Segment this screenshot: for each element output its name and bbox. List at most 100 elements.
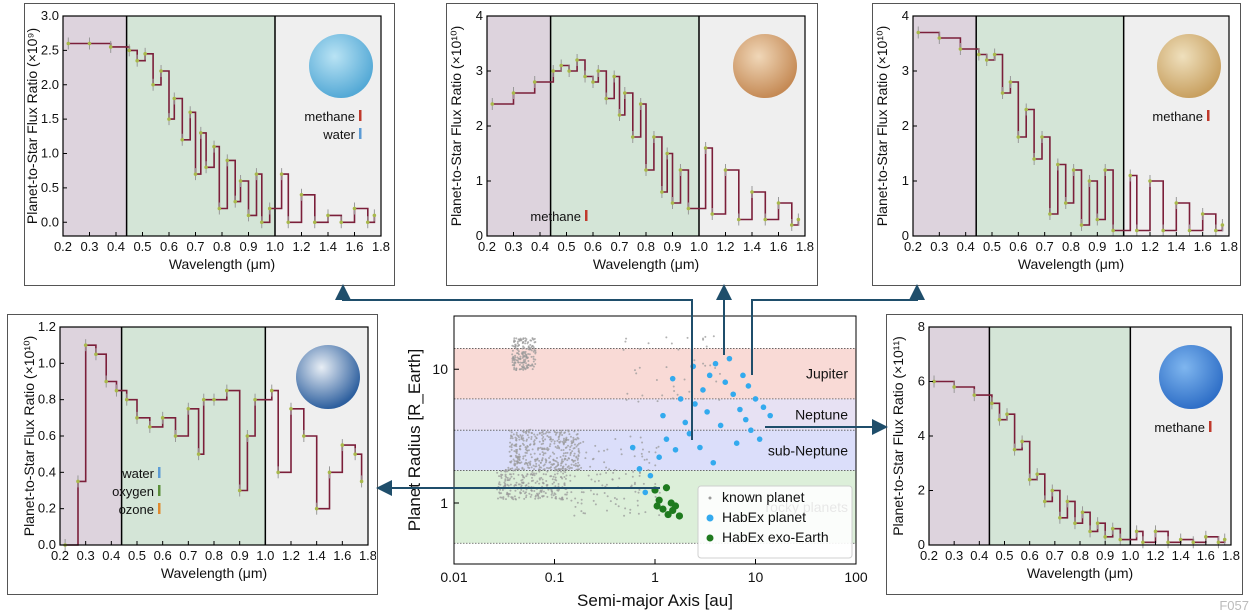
known-planet-point (553, 440, 556, 443)
known-planet-point (507, 495, 510, 498)
x-tick-label: 1.8 (796, 239, 814, 254)
known-planet-point (637, 512, 640, 515)
known-planet-point (519, 355, 522, 358)
known-planet-point (534, 460, 537, 463)
y-tick-label: 0.6 (38, 428, 56, 443)
x-tick-label: 1.0 (690, 239, 708, 254)
known-planet-point (517, 352, 520, 355)
y-tick-label: 2 (902, 118, 909, 133)
spectrum-line (492, 59, 800, 226)
known-planet-point (532, 486, 535, 489)
known-planet-point (520, 461, 523, 464)
band-label: Jupiter (806, 366, 848, 382)
known-planet-point (526, 473, 529, 476)
known-planet-point (521, 467, 524, 470)
known-planet-point (564, 452, 567, 455)
known-planet-point (525, 496, 528, 499)
habex-planet-point (722, 379, 729, 385)
known-planet-point (499, 483, 502, 486)
known-planet-point (563, 476, 566, 479)
known-planet-point (603, 492, 606, 495)
known-planet-point (645, 458, 648, 461)
x-tick-label: 1.4 (308, 548, 326, 563)
data-point (551, 69, 556, 73)
known-planet-point (516, 345, 519, 348)
data-point (1095, 217, 1100, 222)
x-tick-label: 0.9 (231, 548, 249, 563)
x-tick-label: 1.4 (743, 239, 761, 254)
known-planet-point (556, 439, 559, 442)
data-point (1135, 228, 1139, 233)
known-planet-point (612, 471, 615, 474)
known-planet-point (522, 364, 525, 367)
known-planet-point (519, 492, 522, 495)
x-tick-label: 0.8 (637, 239, 655, 254)
known-planet-point (507, 492, 510, 495)
known-planet-point (567, 430, 570, 433)
known-planet-point (557, 483, 560, 486)
data-point (314, 506, 319, 511)
known-planet-point (528, 492, 531, 495)
uv-band (929, 327, 990, 545)
known-planet-point (535, 487, 538, 490)
data-point (1220, 223, 1225, 227)
data-point (212, 144, 216, 149)
known-planet-point (513, 366, 516, 369)
data-point (1020, 439, 1024, 444)
known-planet-point (608, 468, 611, 471)
known-planet-point (569, 445, 572, 448)
data-point (990, 401, 994, 406)
data-point (1200, 212, 1205, 216)
known-planet-point (542, 429, 545, 432)
known-planet-point (576, 444, 579, 447)
habex-planet-point (682, 419, 689, 426)
known-planet-point (557, 436, 560, 439)
known-planet-point (715, 380, 718, 383)
known-planet-point (535, 472, 538, 475)
known-planet-point (546, 470, 549, 473)
known-planet-point (534, 435, 537, 438)
legend-label: methane (1152, 109, 1203, 124)
known-planet-point (534, 362, 537, 365)
x-tick-label: 0.9 (239, 239, 257, 254)
exo-earth-point (664, 510, 672, 519)
known-planet-point (573, 514, 576, 517)
known-planet-point (693, 359, 696, 362)
known-planet-point (613, 497, 616, 500)
data-point (992, 52, 997, 57)
known-planet-point (533, 468, 536, 471)
x-axis-label: Wavelength (μm) (1018, 256, 1124, 272)
known-planet-point (550, 468, 553, 471)
known-planet-point (644, 511, 647, 514)
known-planet-point (631, 475, 634, 478)
known-planet-point (560, 449, 563, 452)
habex-planet-point (706, 372, 713, 379)
y-axis-label: Planet-to-Star Flux Ratio (×10¹⁰) (448, 26, 464, 227)
data-point (1048, 212, 1052, 216)
known-planet-point (557, 446, 560, 449)
x-tick-label: 0.4 (102, 548, 120, 563)
known-planet-point (561, 467, 564, 470)
exo-earth-point (651, 486, 659, 494)
data-point (245, 434, 250, 438)
known-planet-point (556, 487, 559, 490)
known-planet-point (544, 432, 547, 435)
data-point (217, 206, 222, 211)
data-point (1103, 535, 1107, 539)
known-planet-point (529, 495, 532, 498)
legend-marker (359, 110, 362, 121)
known-planet-point (531, 476, 534, 479)
known-planet-point (500, 473, 503, 476)
x-tick-label: 0.9 (1088, 239, 1106, 254)
known-planet-point (562, 442, 565, 445)
habex-planet-point (690, 363, 697, 370)
y-tick-label: 3 (476, 63, 483, 78)
habex-planet-point (710, 459, 717, 466)
known-planet-point (561, 486, 564, 489)
known-planet-point (614, 503, 617, 506)
data-point (167, 117, 171, 121)
data-point (188, 110, 192, 115)
known-planet-point (519, 434, 522, 437)
known-planet-point (509, 437, 512, 440)
data-point (267, 206, 272, 211)
